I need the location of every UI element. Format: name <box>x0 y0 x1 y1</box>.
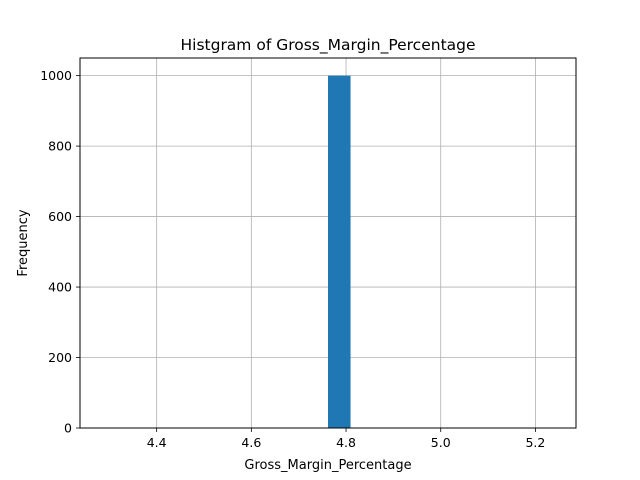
histogram-bar <box>328 75 351 428</box>
x-tick-label: 5.2 <box>525 435 545 450</box>
axes-frame <box>79 57 577 429</box>
histogram-bars <box>328 75 351 428</box>
axis-ticks: 4.4 4.6 4.8 5.0 5.2 0 200 400 600 800 1000 <box>40 68 545 450</box>
x-tick-label: 5.0 <box>431 435 451 450</box>
x-axis-label: Gross_Margin_Percentage <box>244 458 411 473</box>
y-tick-label: 200 <box>48 350 72 365</box>
x-tick-label: 4.8 <box>336 435 356 450</box>
y-tick-label: 800 <box>48 139 72 154</box>
x-tick-label: 4.6 <box>241 435 261 450</box>
y-tick-label: 400 <box>48 280 72 295</box>
y-tick-label: 0 <box>64 421 72 436</box>
chart-title: Histgram of Gross_Margin_Percentage <box>180 36 475 55</box>
x-tick-label: 4.4 <box>147 435 167 450</box>
y-axis-label: Frequency <box>16 209 31 276</box>
y-tick-label: 600 <box>48 209 72 224</box>
y-tick-label: 1000 <box>40 68 72 83</box>
